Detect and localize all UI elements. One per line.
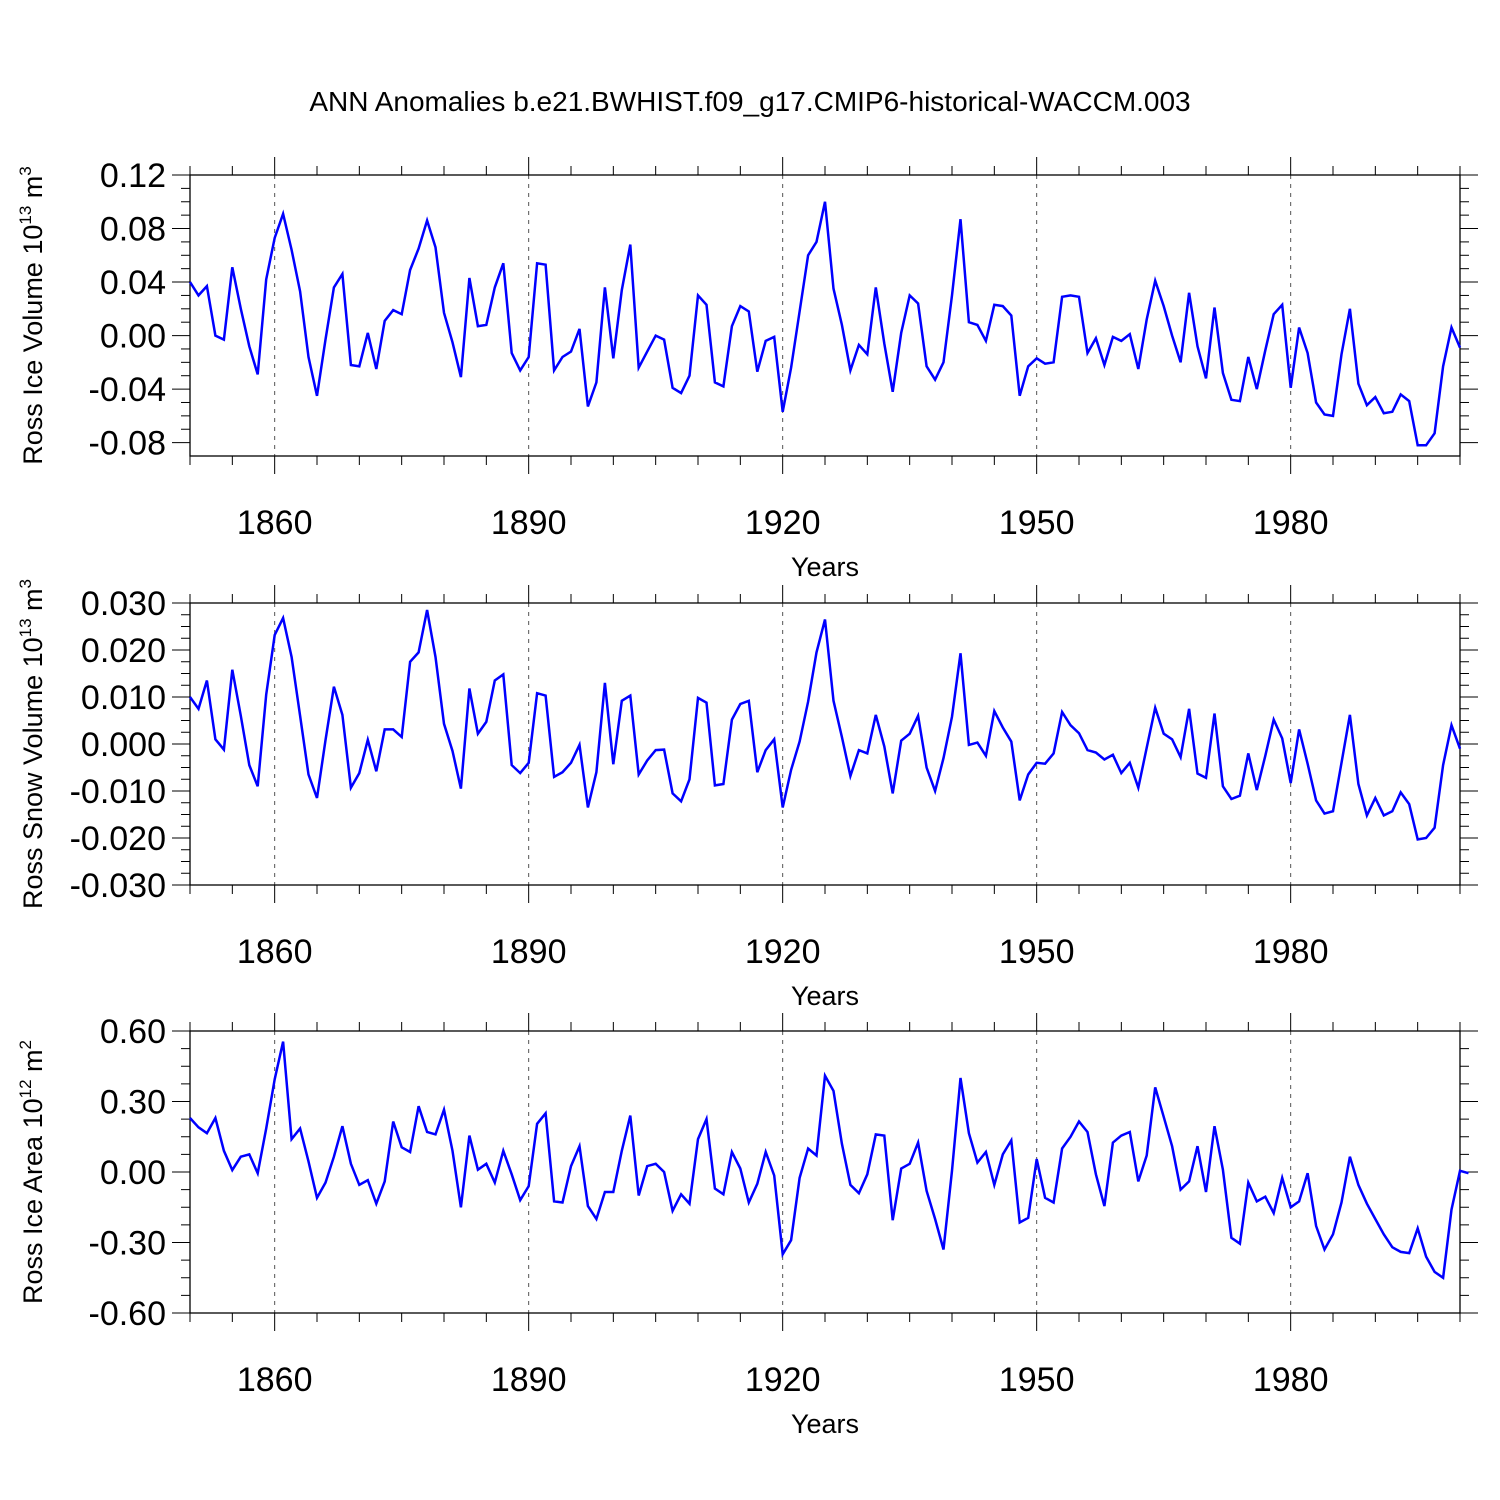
x-tick-label: 1980 [1253, 504, 1329, 542]
x-tick-label: 1950 [999, 1361, 1075, 1399]
y-tick-label: 0.00 [100, 318, 166, 356]
y-tick-label: 0.000 [81, 726, 166, 764]
y-tick-label: 0.00 [100, 1154, 166, 1192]
x-tick-label: 1890 [491, 933, 567, 971]
x-axis-title: Years [791, 552, 859, 582]
x-tick-label: 1860 [237, 1361, 313, 1399]
y-tick-label: -0.30 [89, 1225, 167, 1263]
y-tick-label: 0.30 [100, 1084, 166, 1122]
y-tick-label: -0.010 [70, 773, 166, 811]
y-tick-label: -0.020 [70, 820, 166, 858]
x-tick-label: 1950 [999, 504, 1075, 542]
series-line [189, 1041, 1469, 1281]
x-tick-label: 1860 [237, 504, 313, 542]
y-tick-label: 0.020 [81, 632, 166, 670]
plot-frame [189, 602, 1461, 886]
x-axis-title: Years [791, 1409, 859, 1439]
plot-frame [189, 174, 1461, 457]
series-line [188, 201, 1462, 447]
series-line [188, 609, 1462, 841]
x-tick-label: 1980 [1253, 1361, 1329, 1399]
x-tick-label: 1860 [237, 933, 313, 971]
panel-snow-volume: 0.030 0.020 0.010 0.000 -0.010 -0.020 -0.030 18… [16, 579, 1478, 1011]
y-tick-label: 0.04 [100, 264, 166, 302]
y-tick-label: -0.08 [89, 425, 167, 463]
y-axis-title: Ross Ice Area 1012 m2 [16, 1040, 48, 1304]
y-tick-label: 0.12 [100, 157, 166, 195]
panel-ice-volume: 0.12 0.08 0.04 0.00 -0.04 -0.08 1860 1890 1920 19… [16, 157, 1478, 582]
y-tick-label: 0.030 [81, 585, 166, 623]
y-tick-label: 0.08 [100, 211, 166, 249]
chart-title: ANN Anomalies b.e21.BWHIST.f09_g17.CMIP6… [309, 86, 1191, 117]
x-tick-label: 1980 [1253, 933, 1329, 971]
x-tick-label: 1890 [491, 504, 567, 542]
x-tick-label: 1920 [745, 1361, 821, 1399]
y-tick-label: 0.60 [100, 1013, 166, 1051]
x-tick-label: 1950 [999, 933, 1075, 971]
y-tick-label: 0.010 [81, 679, 166, 717]
y-tick-label: -0.60 [89, 1295, 167, 1333]
x-tick-label: 1920 [745, 504, 821, 542]
x-tick-label: 1920 [745, 933, 821, 971]
y-tick-label: -0.030 [70, 867, 166, 905]
x-tick-label: 1890 [491, 1361, 567, 1399]
x-axis-title: Years [791, 981, 859, 1011]
panel-ice-area: 0.60 0.30 0.00 -0.30 -0.60 1860 1890 1920 1950 19… [16, 1013, 1478, 1439]
y-axis-title: Ross Ice Volume 1013 m3 [16, 166, 48, 465]
y-tick-label: -0.04 [89, 371, 167, 409]
y-axis-title: Ross Snow Volume 1013 m3 [16, 579, 48, 909]
